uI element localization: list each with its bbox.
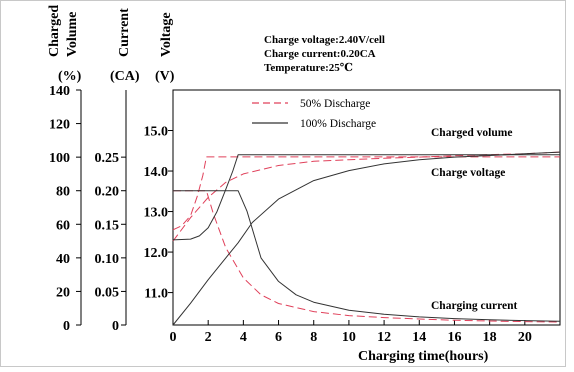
legend-label-100-discharge: 100% Discharge [300,118,376,130]
legend-label-50-discharge: 50% Discharge [300,98,370,110]
label-charge-voltage: Charge voltage [431,167,505,179]
xtick-label-9: 18 [483,330,497,345]
legend: 50% Discharge 100% Discharge [252,98,376,130]
xtick-label-7: 14 [412,330,426,345]
ytick-label-voltage-1: 12.0 [144,246,169,261]
ytick-label-voltage-0: 11.0 [144,287,168,302]
label-charging-current: Charging current [431,300,518,312]
plot-area [172,89,561,326]
xtick-label-8: 16 [447,330,461,345]
series-line-100-discharge-charge-voltage [172,154,560,241]
ytick-label-current-0: 0 [112,319,119,334]
ytick-label-charged_volume-2: 40 [56,252,70,267]
xtick-label-0: 0 [170,330,177,345]
ytick-label-voltage-3: 14.0 [144,165,169,180]
ytick-label-voltage-4: 15.0 [144,125,169,140]
condition-charge-current: Charge current:0.20CA [264,48,376,60]
ytick-label-current-4: 0.20 [95,185,120,200]
series-line-50-discharge-charge-voltage [172,156,560,231]
ytick-label-current-2: 0.10 [95,252,120,267]
ytick-label-charged_volume-7: 140 [49,84,70,99]
xtick-label-6: 12 [377,330,391,345]
ytick-label-charged_volume-6: 120 [49,118,70,133]
ytick-label-current-1: 0.05 [95,285,120,300]
xtick-label-2: 4 [240,330,247,345]
axis-title-current: Current [117,8,132,57]
xtick-label-5: 10 [342,330,356,345]
ticks-layer: 02040608010012014000.050.100.150.200.251… [49,84,532,345]
xtick-label-4: 8 [310,330,317,345]
condition-temperature: Temperature:25℃ [264,62,353,74]
ytick-label-voltage-2: 13.0 [144,206,169,221]
axis-unit-volt: (V) [155,69,175,84]
ytick-label-charged_volume-0: 0 [63,319,70,334]
series-line-50-discharge-charging-current [173,190,561,323]
series-layer [172,151,561,326]
axis-title-voltage: Voltage [159,12,174,57]
axis-unit-ca: (CA) [110,69,140,84]
axis-title-volume: Volume [65,12,80,57]
xtick-label-1: 2 [205,330,212,345]
series-line-100-discharge-charging-current [173,190,561,322]
ytick-label-current-3: 0.15 [95,218,120,233]
x-axis-label: Charging time(hours) [358,349,489,364]
axis-unit-percent: (%) [58,69,82,84]
ytick-label-charged_volume-4: 80 [56,185,70,200]
ytick-label-charged_volume-3: 60 [56,218,70,233]
condition-charge-voltage: Charge voltage:2.40V/cell [264,34,385,46]
axis-title-charged: Charged [47,5,62,57]
image-border [0,0,566,367]
xtick-label-3: 6 [275,330,282,345]
ytick-label-charged_volume-1: 20 [56,285,70,300]
series-line-100-discharge-charged-volume [172,151,561,326]
label-charged-volume: Charged volume [431,127,512,139]
ytick-label-current-5: 0.25 [95,151,120,166]
xtick-label-10: 20 [518,330,532,345]
ytick-label-charged_volume-5: 100 [49,151,70,166]
